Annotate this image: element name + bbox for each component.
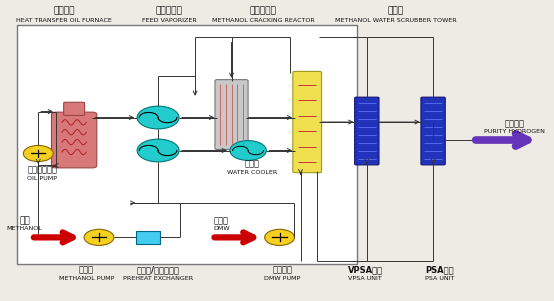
Text: PURITY HYDROGEN: PURITY HYDROGEN [484,129,545,135]
Circle shape [230,141,266,160]
Text: 脆盐水: 脆盐水 [214,216,229,225]
Text: PSA提氢: PSA提氢 [425,266,454,275]
FancyBboxPatch shape [421,97,445,165]
Circle shape [137,106,179,129]
Text: OIL PUMP: OIL PUMP [27,176,57,182]
Text: DMW PUMP: DMW PUMP [264,276,300,281]
Text: PREHEAT EXCHANGER: PREHEAT EXCHANGER [123,276,193,281]
Text: METHANOL WATER SCRUBBER TOWER: METHANOL WATER SCRUBBER TOWER [335,18,456,23]
Text: VPSA脱碳: VPSA脱碳 [347,266,383,275]
Text: 脆盐水泵: 脆盐水泵 [273,266,293,275]
Text: FEED VAPORIZER: FEED VAPORIZER [142,18,197,23]
Text: 水冷器: 水冷器 [244,160,259,169]
Text: 水洗塔: 水洗塔 [387,7,404,16]
FancyBboxPatch shape [17,25,357,264]
Text: 裂解反应器: 裂解反应器 [249,7,276,16]
Text: HEAT TRANSFER OIL FURNACE: HEAT TRANSFER OIL FURNACE [16,18,112,23]
Text: 反应气/原料换热器: 反应气/原料换热器 [137,266,179,275]
Text: 甲醇: 甲醇 [19,216,30,225]
Text: 导热油炉: 导热油炉 [53,7,75,16]
Text: DMW: DMW [213,226,230,231]
Text: 原料汽化器: 原料汽化器 [156,7,183,16]
FancyBboxPatch shape [293,71,321,173]
Circle shape [23,145,53,162]
Circle shape [137,139,179,162]
Text: VPSA UNIT: VPSA UNIT [348,276,382,281]
FancyBboxPatch shape [64,102,85,116]
Text: 高纯氢气: 高纯氢气 [504,119,524,128]
Circle shape [84,229,114,246]
Text: METHANOL CRACKING REACTOR: METHANOL CRACKING REACTOR [212,18,314,23]
Circle shape [265,229,295,246]
Text: PSA UNIT: PSA UNIT [425,276,454,281]
Text: 甲醇泵: 甲醇泵 [79,266,94,275]
Text: WATER COOLER: WATER COOLER [227,170,277,175]
FancyBboxPatch shape [52,112,97,168]
FancyBboxPatch shape [355,97,379,165]
FancyBboxPatch shape [136,231,160,244]
FancyBboxPatch shape [215,80,248,150]
Text: 導熱油循環泵: 導熱油循環泵 [27,166,57,175]
Text: METHANOL PUMP: METHANOL PUMP [59,276,114,281]
Text: METHANOL: METHANOL [7,226,42,231]
